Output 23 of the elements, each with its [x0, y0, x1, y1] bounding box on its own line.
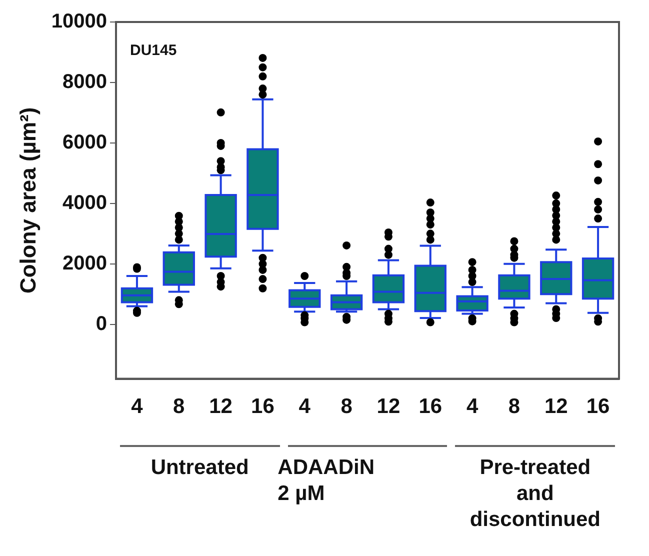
y-tick-label: 10000	[51, 10, 108, 33]
x-tick-label: 16	[251, 395, 274, 418]
text: ADAADiN 2 µM	[278, 455, 376, 507]
x-tick-label: 16	[418, 395, 442, 418]
x-tick-label: 12	[209, 395, 232, 418]
x-tick-label: 4	[131, 395, 144, 418]
y-tick-label: 4000	[62, 192, 108, 214]
x-tick-label: 8	[340, 395, 353, 418]
x-tick-label: 8	[173, 395, 186, 418]
y-tick-label: 2000	[62, 252, 108, 274]
y-tick-label: 0	[96, 312, 108, 335]
text: Untreated	[150, 456, 249, 479]
x-tick-label: 12	[376, 395, 400, 418]
x-tick-label: 12	[544, 395, 568, 418]
annotation: DU145	[130, 42, 177, 59]
x-tick-label: 8	[508, 395, 520, 418]
x-tick-label: 4	[298, 395, 311, 418]
x-tick-label: 4	[466, 395, 478, 418]
y-tick-label: 8000	[62, 70, 108, 93]
text: Pre-treated and discontinued	[468, 455, 602, 533]
y-axis-title: Colony area (µm²)	[15, 107, 40, 294]
y-tick-label: 6000	[62, 131, 108, 154]
x-tick-label: 16	[586, 395, 610, 418]
